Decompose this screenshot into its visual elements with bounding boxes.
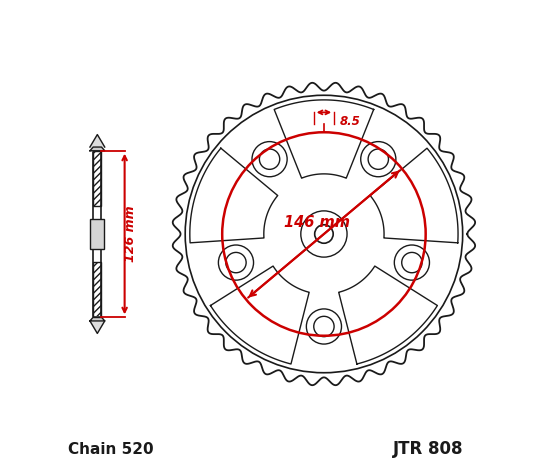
Circle shape <box>361 142 396 177</box>
Circle shape <box>218 245 254 280</box>
Text: 146 mm: 146 mm <box>284 215 350 230</box>
Bar <box>90 219 104 249</box>
Polygon shape <box>90 317 105 321</box>
Polygon shape <box>339 266 437 364</box>
Polygon shape <box>211 266 309 364</box>
Circle shape <box>394 245 430 280</box>
Bar <box>93 151 101 317</box>
Bar <box>93 262 101 317</box>
Circle shape <box>306 309 342 344</box>
Text: 8.5: 8.5 <box>340 115 361 128</box>
Polygon shape <box>90 135 105 147</box>
Bar <box>93 151 101 206</box>
Polygon shape <box>90 147 105 151</box>
Bar <box>93 151 101 206</box>
Text: JTR 808: JTR 808 <box>393 440 463 458</box>
Circle shape <box>185 95 463 373</box>
Circle shape <box>226 252 246 273</box>
Text: 126 mm: 126 mm <box>124 206 137 262</box>
Circle shape <box>252 142 287 177</box>
Circle shape <box>301 211 347 257</box>
Polygon shape <box>90 321 105 333</box>
Polygon shape <box>370 148 458 243</box>
Circle shape <box>314 316 334 336</box>
Polygon shape <box>274 100 374 178</box>
Circle shape <box>402 252 422 273</box>
Circle shape <box>315 225 333 243</box>
Text: Chain 520: Chain 520 <box>68 441 154 457</box>
Circle shape <box>259 149 280 169</box>
Bar <box>93 262 101 317</box>
Circle shape <box>368 149 389 169</box>
Polygon shape <box>190 148 278 243</box>
